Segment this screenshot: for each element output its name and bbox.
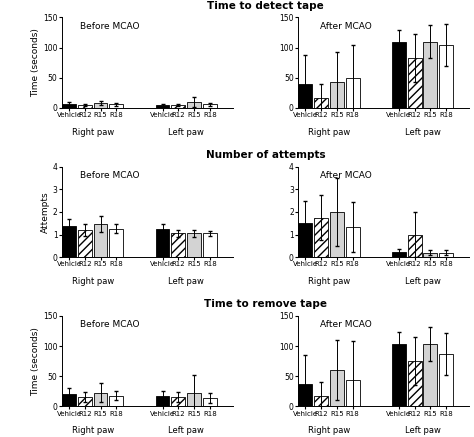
Bar: [392, 252, 406, 257]
Y-axis label: Time (seconds): Time (seconds): [31, 28, 40, 97]
Text: After MCAO: After MCAO: [320, 171, 372, 180]
Text: After MCAO: After MCAO: [320, 320, 372, 329]
Bar: [93, 392, 108, 406]
Bar: [62, 104, 76, 108]
Text: After MCAO: After MCAO: [320, 22, 372, 31]
Text: Right paw: Right paw: [308, 277, 350, 286]
Bar: [78, 230, 91, 257]
Bar: [187, 233, 201, 257]
Bar: [346, 227, 360, 257]
Bar: [203, 233, 217, 257]
Bar: [330, 82, 344, 108]
Bar: [423, 42, 438, 108]
Text: Right paw: Right paw: [72, 427, 114, 435]
Bar: [203, 104, 217, 108]
Bar: [171, 233, 185, 257]
Y-axis label: Time (seconds): Time (seconds): [31, 327, 40, 395]
Bar: [187, 102, 201, 108]
Bar: [109, 104, 123, 108]
Bar: [299, 223, 312, 257]
Bar: [93, 224, 108, 257]
Bar: [155, 396, 170, 406]
Bar: [155, 229, 170, 257]
Bar: [299, 384, 312, 406]
Bar: [392, 42, 406, 108]
Bar: [330, 212, 344, 257]
Y-axis label: Attempts: Attempts: [41, 191, 50, 233]
Bar: [109, 395, 123, 406]
Bar: [78, 397, 91, 406]
Bar: [392, 344, 406, 406]
Bar: [62, 394, 76, 406]
Bar: [330, 370, 344, 406]
Bar: [314, 98, 328, 108]
Text: Before MCAO: Before MCAO: [80, 22, 139, 31]
Text: Number of attempts: Number of attempts: [206, 150, 325, 160]
Bar: [423, 344, 438, 406]
Text: Right paw: Right paw: [308, 128, 350, 137]
Bar: [439, 253, 453, 257]
Bar: [203, 398, 217, 406]
Bar: [299, 84, 312, 108]
Bar: [408, 235, 421, 257]
Text: Time to remove tape: Time to remove tape: [204, 299, 327, 309]
Text: Right paw: Right paw: [308, 427, 350, 435]
Text: Left paw: Left paw: [405, 128, 440, 137]
Bar: [78, 105, 91, 108]
Bar: [423, 253, 438, 257]
Bar: [439, 45, 453, 108]
Bar: [314, 218, 328, 257]
Bar: [171, 397, 185, 406]
Text: Right paw: Right paw: [72, 128, 114, 137]
Bar: [439, 354, 453, 406]
Bar: [187, 393, 201, 406]
Text: Before MCAO: Before MCAO: [80, 171, 139, 180]
Text: Left paw: Left paw: [168, 277, 204, 286]
Bar: [408, 58, 421, 108]
Bar: [62, 225, 76, 257]
Text: Time to detect tape: Time to detect tape: [207, 1, 324, 11]
Text: Left paw: Left paw: [168, 128, 204, 137]
Text: Before MCAO: Before MCAO: [80, 320, 139, 329]
Bar: [346, 78, 360, 108]
Bar: [408, 361, 421, 406]
Text: Left paw: Left paw: [405, 427, 440, 435]
Text: Right paw: Right paw: [72, 277, 114, 286]
Bar: [109, 229, 123, 257]
Bar: [93, 103, 108, 108]
Text: Left paw: Left paw: [405, 277, 440, 286]
Bar: [155, 105, 170, 108]
Bar: [171, 105, 185, 108]
Text: Left paw: Left paw: [168, 427, 204, 435]
Bar: [346, 381, 360, 406]
Bar: [314, 395, 328, 406]
